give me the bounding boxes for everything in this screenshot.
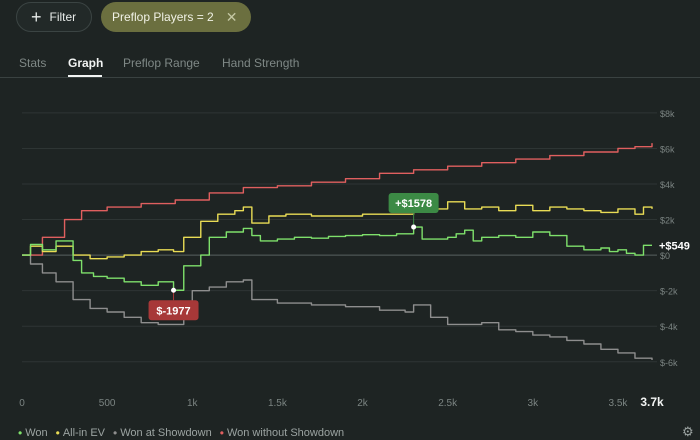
legend-dot-icon: • [55,426,60,440]
y-tick-label: $-6k [660,358,678,368]
gear-icon[interactable]: ⚙ [682,424,694,439]
y-tick-label: $8k [660,109,675,119]
series-line-won-at-showdown [22,254,653,360]
legend-item-all-in-ev[interactable]: • All-in EV [56,426,105,440]
legend-item-won-without-showdown[interactable]: • Won without Showdown [220,426,344,440]
legend-item-won-at-showdown[interactable]: • Won at Showdown [113,426,212,440]
filter-chip-label: Preflop Players = 2 [112,10,214,24]
tab-hand-strength[interactable]: Hand Strength [222,56,300,70]
legend-item-won[interactable]: • Won [18,426,48,440]
toolbar: + Filter Preflop Players = 2 ✕ [0,0,700,36]
plus-icon: + [31,7,42,27]
annotation-point [171,287,177,293]
tab-graph[interactable]: Graph [68,56,104,70]
legend-label: All-in EV [62,427,106,439]
filter-button-label: Filter [49,10,77,24]
profit-graph: $8k $6k $4k $2k $0 $-2k $-4k $-6k 0 500 1k 1.5k 2k 2.… [19,109,690,409]
tab-stats[interactable]: Stats [19,56,47,70]
annotation-label: $-1977 [156,305,190,317]
x-tick-label: 1.5k [268,398,288,409]
chart-legend: • Won • All-in EV • Won at Showdown • Won wi… [18,426,344,440]
end-value-label: +$549 [659,240,690,252]
annotation-badge [148,300,199,321]
close-icon[interactable]: ✕ [225,8,238,25]
active-tab-indicator [68,75,102,77]
y-tick-label: $6k [660,144,675,154]
filter-button[interactable]: + Filter [16,2,92,32]
filter-chip-preflop-players[interactable]: Preflop Players = 2 ✕ [101,2,251,32]
legend-dot-icon: • [113,426,118,440]
y-tick-label: $-4k [660,322,678,332]
series-line-won [22,226,652,291]
series-line-all-in-ev [22,201,653,260]
x-tick-label: 2.5k [438,398,458,409]
y-tick-label: $-2k [660,287,678,297]
y-tick-label: $0 [660,251,670,261]
legend-dot-icon: • [18,426,23,440]
legend-label: Won [25,427,48,439]
annotation-label: +$1578 [395,198,432,210]
annotation-badge [388,193,439,214]
tab-preflop-range[interactable]: Preflop Range [123,56,200,70]
legend-label: Won without Showdown [226,427,345,439]
x-tick-label: 1k [187,398,199,409]
x-tick-label: 3k [528,398,540,409]
x-end-label: 3.7k [640,395,664,409]
x-tick-label: 0 [19,398,25,409]
x-tick-label: 500 [99,398,116,409]
y-tick-label: $4k [660,180,675,190]
legend-dot-icon: • [219,426,224,440]
y-tick-label: $2k [660,216,675,226]
series-line-won-without-showdown [22,143,653,256]
x-tick-label: 3.5k [608,398,628,409]
legend-label: Won at Showdown [120,427,212,439]
tab-bar: Stats Graph Preflop Range Hand Strength [0,50,700,78]
x-tick-label: 2k [357,398,369,409]
annotation-point [411,224,417,230]
